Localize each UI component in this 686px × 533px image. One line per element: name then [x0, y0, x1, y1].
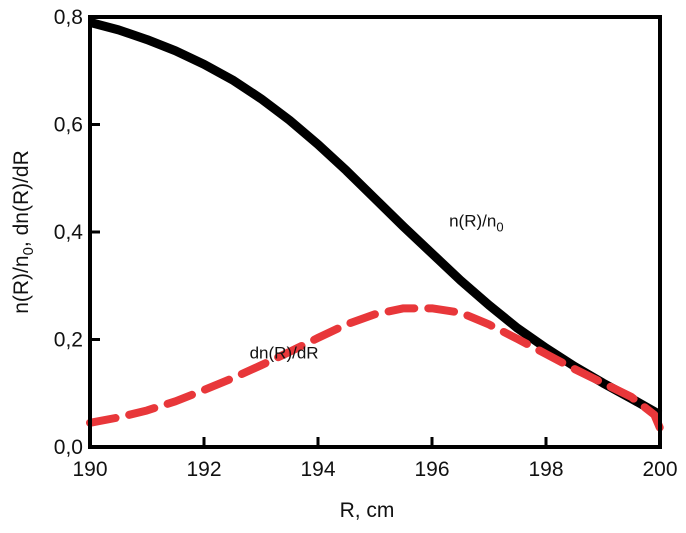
y-axis-title-part-b: , dn(R)/dR	[10, 150, 33, 247]
y-axis-title-part-a: n(R)/n	[10, 255, 33, 313]
annotation-n-text: n(R)/n	[449, 212, 496, 231]
x-axis-title: R, cm	[340, 499, 395, 522]
y-tick-label: 0,6	[54, 114, 83, 137]
y-tick-label: 0,2	[54, 329, 83, 352]
x-tick-label: 198	[528, 458, 563, 481]
x-tick-label: 196	[414, 458, 449, 481]
y-axis-title: n(R)/n0, dn(R)/dR	[10, 150, 37, 314]
y-tick-label: 0,4	[54, 221, 84, 244]
y-tick-label: 0,0	[54, 436, 83, 459]
annotation-n-subscript: 0	[496, 220, 503, 235]
x-tick-label: 190	[72, 458, 107, 481]
x-tick-label: 194	[300, 458, 335, 481]
y-tick-label: 0,8	[54, 6, 83, 29]
annotation-n-over-n0: n(R)/n0	[449, 212, 503, 235]
annotation-dn-dr: dn(R)/dR	[250, 343, 319, 362]
series-line-0	[88, 18, 663, 419]
axis-ticks: 190 192 194 196 198 200 0,0 0,2 0,4 0,6 0,8	[54, 6, 678, 481]
plot-frame	[88, 15, 662, 449]
plot-marks	[86, 18, 664, 433]
series-line-1	[86, 304, 664, 433]
y-axis-title-subscript: 0	[20, 247, 37, 255]
x-tick-label: 192	[186, 458, 221, 481]
x-tick-label: 200	[642, 458, 677, 481]
